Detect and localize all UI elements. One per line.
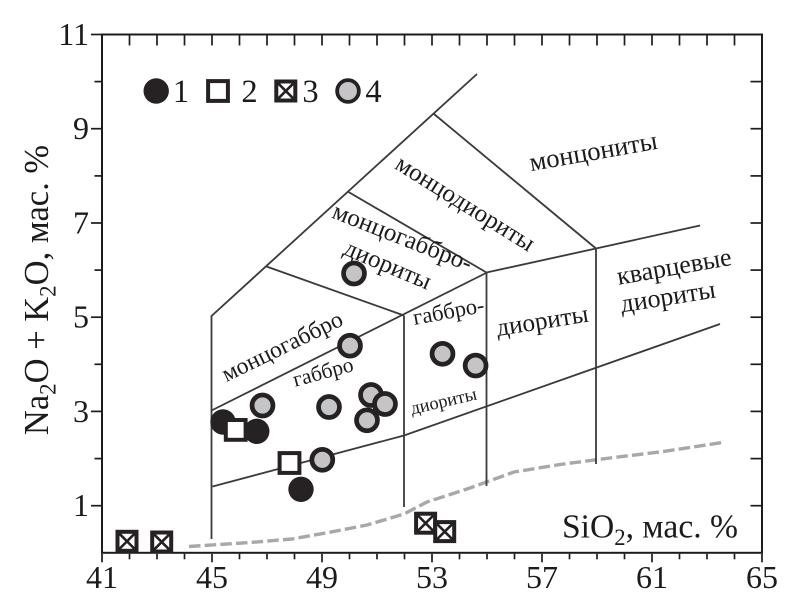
- svg-text:7: 7: [73, 205, 89, 241]
- svg-text:2: 2: [241, 74, 257, 110]
- svg-text:9: 9: [73, 110, 89, 146]
- svg-text:57: 57: [526, 559, 558, 595]
- svg-text:11: 11: [58, 16, 89, 52]
- svg-text:5: 5: [73, 299, 89, 335]
- svg-text:SiO2, мас. %: SiO2, мас. %: [562, 509, 738, 551]
- svg-text:61: 61: [636, 559, 668, 595]
- svg-text:53: 53: [416, 559, 448, 595]
- svg-text:49: 49: [306, 559, 338, 595]
- svg-text:3: 3: [73, 393, 89, 429]
- svg-text:65: 65: [746, 559, 778, 595]
- svg-text:1: 1: [173, 74, 189, 110]
- svg-text:45: 45: [196, 559, 228, 595]
- svg-text:1: 1: [73, 487, 89, 523]
- svg-text:4: 4: [365, 74, 381, 110]
- svg-text:41: 41: [86, 559, 118, 595]
- svg-text:3: 3: [302, 74, 318, 110]
